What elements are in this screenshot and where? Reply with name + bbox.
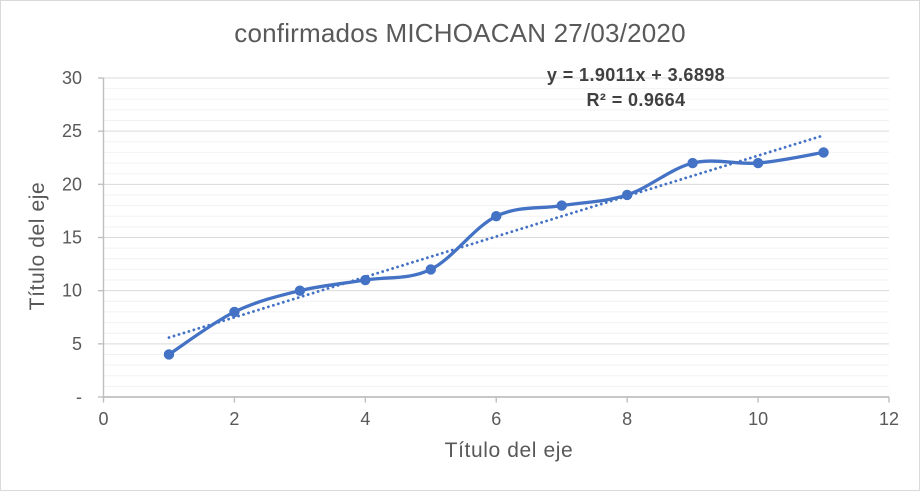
- trendline-equation-label: y = 1.9011x + 3.6898: [546, 65, 726, 85]
- y-axis-title: Título del eje: [26, 181, 49, 311]
- data-point-marker: [163, 349, 175, 360]
- data-point-marker: [425, 264, 436, 275]
- trendline-equation-block: y = 1.9011x + 3.6898 R² = 0.9664: [486, 63, 786, 113]
- chart-title: confirmados MICHOACAN 27/03/2020: [234, 18, 686, 48]
- y-tick-label: 5: [72, 334, 82, 354]
- x-axis-title: Título del eje: [444, 439, 574, 462]
- x-tick-label: 8: [622, 409, 632, 429]
- data-point-marker: [360, 274, 371, 286]
- y-tick-label: -: [76, 387, 82, 407]
- x-tick-label: 2: [229, 409, 239, 429]
- data-point-marker: [556, 200, 567, 211]
- x-tick-label: 4: [360, 409, 370, 429]
- data-point-marker: [621, 189, 633, 201]
- data-point-marker: [752, 157, 764, 169]
- y-tick-label: 15: [62, 228, 82, 248]
- y-tick-label: 25: [62, 121, 82, 141]
- data-point-marker: [687, 157, 698, 169]
- trendline: [167, 133, 825, 339]
- y-tick-label: 10: [62, 281, 82, 301]
- series-line: [167, 150, 826, 357]
- x-tick-label: 6: [491, 409, 501, 429]
- data-point-marker: [491, 211, 502, 222]
- x-tick-label: 12: [879, 409, 899, 429]
- trendline-r2-label: R² = 0.9664: [586, 90, 686, 110]
- data-point-marker: [229, 306, 240, 318]
- y-tick-label: 30: [62, 68, 82, 88]
- data-point-marker: [818, 147, 829, 158]
- x-tick-label: 10: [748, 409, 768, 429]
- x-tick-label: 0: [98, 409, 108, 429]
- data-point-marker: [294, 285, 306, 296]
- y-tick-label: 20: [62, 174, 82, 194]
